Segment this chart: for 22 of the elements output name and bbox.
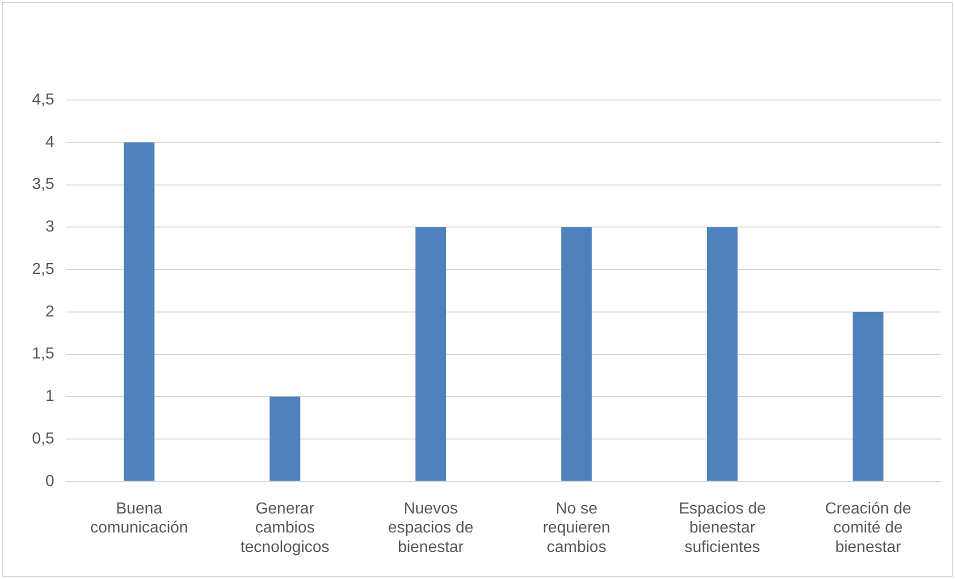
bar (852, 312, 884, 481)
x-tick-label: Creación de comité de bienestar (824, 500, 912, 556)
y-tick-label: 0,5 (32, 430, 54, 448)
x-tick-label: Buena comunicación (90, 500, 188, 537)
y-tick-label: 0 (45, 472, 54, 490)
y-tick-label: 1,5 (32, 346, 54, 363)
y-tick-label: 4 (45, 134, 54, 151)
x-tick-label: Nuevos espacios de bienestar (388, 500, 474, 556)
bar (561, 227, 592, 481)
y-tick-label: 2,5 (32, 260, 54, 278)
bar (707, 227, 738, 481)
bar (124, 142, 154, 481)
y-tick-label: 3 (45, 218, 54, 236)
y-tick-label: 1 (45, 388, 54, 406)
x-tick-label: Espacios de bienestar suficientes (678, 500, 766, 556)
bar (415, 227, 446, 481)
y-tick-label: 3,5 (32, 176, 54, 194)
x-tick-label: Generar cambios tecnologicos (240, 500, 330, 556)
bar (270, 396, 300, 481)
y-tick-label: 4,5 (32, 91, 54, 108)
y-tick-label: 2 (45, 303, 54, 320)
x-tick-label: No se requieren cambios (542, 500, 610, 556)
